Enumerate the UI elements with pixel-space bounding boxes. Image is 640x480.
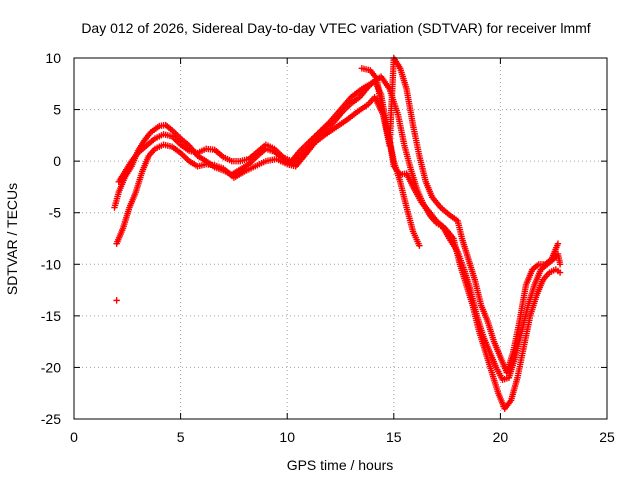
series-track-d bbox=[358, 54, 562, 376]
y-tick-label: -20 bbox=[41, 359, 61, 375]
x-tick-label: 25 bbox=[599, 429, 615, 445]
y-tick-label: -10 bbox=[41, 256, 61, 272]
tick-labels: 0 5 10 15 20 25 -25 -20 -15 -10 -5 0 5 10 bbox=[41, 50, 615, 445]
y-tick-label: -25 bbox=[41, 411, 61, 427]
y-tick-label: 0 bbox=[53, 153, 61, 169]
x-tick-label: 10 bbox=[279, 429, 295, 445]
series-track-c bbox=[115, 73, 564, 384]
gridlines bbox=[74, 58, 607, 419]
x-tick-label: 15 bbox=[386, 429, 402, 445]
series-outlier bbox=[113, 297, 120, 304]
chart-title: Day 012 of 2026, Sidereal Day-to-day VTE… bbox=[81, 20, 590, 36]
data-point bbox=[556, 261, 564, 268]
data-points bbox=[111, 54, 564, 412]
y-tick-label: 10 bbox=[45, 50, 61, 66]
data-point bbox=[416, 242, 423, 249]
y-tick-label: 5 bbox=[53, 102, 61, 118]
x-tick-label: 20 bbox=[493, 429, 509, 445]
y-tick-label: -5 bbox=[49, 205, 62, 221]
x-tick-label: 5 bbox=[177, 429, 185, 445]
x-tick-label: 0 bbox=[70, 429, 78, 445]
plot-frame bbox=[73, 57, 608, 420]
data-point bbox=[113, 297, 120, 304]
y-tick-label: -15 bbox=[41, 308, 61, 324]
data-point bbox=[556, 269, 564, 276]
x-axis-label: GPS time / hours bbox=[287, 457, 394, 473]
data-point bbox=[554, 240, 562, 247]
axis-ticks bbox=[73, 57, 608, 420]
series-track-b bbox=[113, 93, 564, 412]
y-axis-label: SDTVAR / TECUs bbox=[4, 183, 20, 295]
